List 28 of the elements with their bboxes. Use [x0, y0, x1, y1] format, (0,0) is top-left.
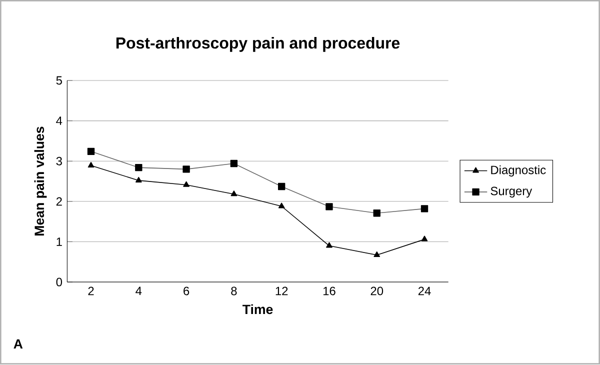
x-tick-label: 16	[323, 286, 336, 296]
y-tick-label: 0	[56, 278, 62, 287]
x-tick-label: 8	[231, 286, 237, 296]
x-tick-label: 4	[136, 286, 142, 296]
point	[88, 162, 94, 168]
text: A	[14, 340, 23, 349]
x-tick-label: 6	[184, 286, 190, 296]
y-tick-label: 5	[56, 76, 62, 85]
x-tick-label: 12	[276, 286, 288, 296]
x-tick-label: 20	[370, 286, 384, 296]
chart-title: Post-arthroscopy pain and procedure	[116, 37, 400, 52]
point	[374, 252, 380, 258]
point	[421, 236, 428, 242]
legend-label: Surgery	[490, 186, 532, 198]
point	[278, 202, 285, 208]
point	[326, 242, 332, 248]
x-tick-label: 24	[418, 286, 431, 296]
legend-label: Diagnostic	[491, 166, 546, 177]
point	[135, 177, 142, 183]
y-axis-title: Mean pain values	[34, 126, 47, 236]
y-tick-label: 3	[56, 157, 62, 166]
point	[230, 190, 238, 196]
x-axis-title: Time	[242, 304, 273, 314]
y-tick-label: 1	[56, 238, 62, 246]
x-tick-label: 2	[88, 286, 94, 296]
y-tick-label: 2	[56, 197, 62, 206]
point	[183, 182, 190, 188]
y-tick-label: 4	[56, 116, 62, 126]
